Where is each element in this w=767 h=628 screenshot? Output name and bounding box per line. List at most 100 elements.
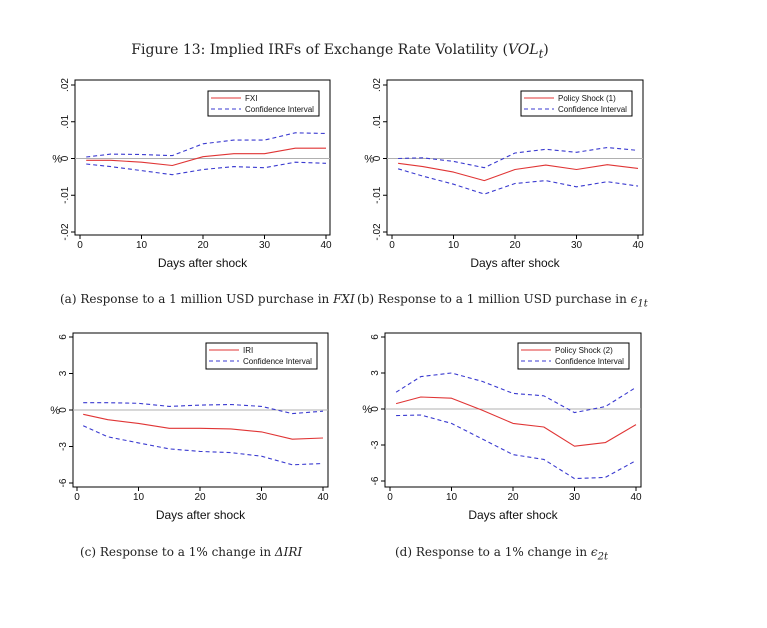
x-tick-label: 30 — [259, 240, 271, 251]
y-tick-label: 3 — [58, 370, 69, 376]
legend-label: Policy Shock (2) — [555, 346, 613, 355]
caption-d: (d) Response to a 1% change in ϵ2t — [395, 545, 608, 562]
x-tick-label: 10 — [136, 240, 148, 251]
caption-subscript: 1t — [637, 298, 648, 310]
legend-label: Confidence Interval — [245, 105, 314, 114]
y-tick-label: .01 — [60, 114, 71, 128]
legend-label: Confidence Interval — [558, 105, 627, 114]
y-tick-label: .02 — [60, 78, 71, 92]
y-tick-label: 0 — [372, 155, 383, 161]
ci-upper-line — [86, 132, 327, 158]
x-tick-label: 40 — [630, 492, 642, 503]
panel-b: 0 10 20 30 40 -.02 -.01 0 .01 .02% Days after shoc… — [364, 78, 644, 270]
y-tick-label: -.02 — [372, 223, 383, 241]
title-variable: VOL — [507, 42, 539, 58]
y-tick-label: -.01 — [60, 186, 71, 204]
title-subscript: t — [538, 46, 544, 61]
x-tick-label: 40 — [320, 240, 332, 251]
irf-line — [83, 413, 324, 440]
y-tick-label: -.02 — [60, 223, 71, 241]
irf-line — [398, 162, 639, 182]
caption-variable: ΔIRI — [274, 545, 303, 559]
ci-upper-line — [398, 146, 639, 169]
legend: Policy Shock (1) Confidence Interval — [520, 90, 633, 117]
caption-variable: ϵ — [630, 292, 638, 306]
ci-lower-line — [86, 161, 327, 176]
y-tick-label: 3 — [370, 370, 381, 376]
y-tick-label: -6 — [370, 476, 381, 485]
caption-a: (a) Response to a 1 million USD purchase… — [60, 292, 355, 306]
legend-label: Policy Shock (1) — [558, 94, 616, 103]
x-tick-label: 0 — [387, 492, 393, 503]
legend-box — [520, 90, 633, 117]
irf-line — [86, 147, 326, 167]
legend-box — [205, 342, 318, 370]
ci-lower-line — [82, 425, 324, 466]
x-axis-label: Days after shock — [470, 256, 560, 270]
caption-text: (b) Response to a 1 million USD purchase… — [357, 292, 631, 306]
panel-c: 0 10 20 30 40 -6 -3 0 3 6% Days after shock IRI Conf… — [50, 332, 329, 522]
x-tick-label: 30 — [256, 492, 268, 503]
legend-box — [517, 342, 630, 370]
ci-upper-line — [83, 402, 324, 415]
y-axis-label: % — [52, 154, 62, 166]
y-axis-label: % — [50, 405, 60, 417]
x-tick-label: 0 — [74, 492, 80, 503]
x-tick-label: 20 — [194, 492, 206, 503]
x-axis-label: Days after shock — [156, 508, 246, 522]
x-tick-label: 10 — [448, 240, 460, 251]
y-tick-label: 6 — [370, 334, 381, 340]
legend-label: IRI — [243, 346, 253, 355]
x-axis-label: Days after shock — [158, 256, 248, 270]
panel-d: 0 10 20 30 40 -6 -3 0 3 6% Days after shock Policy … — [362, 332, 642, 522]
x-tick-label: 0 — [77, 240, 83, 251]
caption-variable: ϵ — [590, 545, 598, 559]
x-tick-label: 20 — [197, 240, 209, 251]
y-tick-label: 0 — [370, 406, 381, 412]
caption-text: (c) Response to a 1% change in — [80, 545, 275, 559]
y-axis-label: % — [364, 154, 374, 166]
caption-text: (d) Response to a 1% change in — [395, 545, 591, 559]
ci-upper-line — [395, 372, 637, 414]
y-tick-label: -6 — [58, 478, 69, 487]
x-tick-label: 20 — [507, 492, 519, 503]
x-tick-label: 10 — [133, 492, 145, 503]
figure-title: Figure 13: Implied IRFs of Exchange Rate… — [0, 42, 680, 61]
title-text: Figure 13: Implied IRFs of Exchange Rate… — [131, 42, 508, 58]
panel-a: 0 10 20 30 40 -.02 -.01 0 .01 .02% Days after shoc… — [52, 78, 332, 270]
legend: Policy Shock (2) Confidence Interval — [517, 342, 630, 370]
x-tick-label: 30 — [571, 240, 583, 251]
x-axis-label: Days after shock — [468, 508, 558, 522]
caption-c: (c) Response to a 1% change in ΔIRI — [80, 545, 302, 559]
legend-box — [207, 90, 320, 117]
y-tick-label: 6 — [58, 334, 69, 340]
x-tick-label: 40 — [317, 492, 329, 503]
y-tick-label: -3 — [370, 440, 381, 449]
y-tick-label: 0 — [58, 407, 69, 413]
y-tick-label: .02 — [372, 78, 383, 92]
legend-label: Confidence Interval — [555, 357, 624, 366]
y-tick-label: 0 — [60, 155, 71, 161]
y-axis-label: % — [362, 404, 372, 416]
legend-label: Confidence Interval — [243, 357, 312, 366]
caption-variable: FXI — [333, 292, 355, 306]
title-suffix: ) — [543, 42, 549, 58]
ci-lower-line — [396, 414, 637, 480]
ci-lower-line — [397, 168, 639, 195]
x-tick-label: 20 — [509, 240, 521, 251]
y-tick-label: .01 — [372, 114, 383, 128]
x-tick-label: 30 — [569, 492, 581, 503]
legend: FXI Confidence Interval — [207, 90, 320, 117]
legend-label: FXI — [245, 94, 257, 103]
y-tick-label: -3 — [58, 442, 69, 451]
caption-b: (b) Response to a 1 million USD purchase… — [357, 292, 648, 309]
y-tick-label: -.01 — [372, 186, 383, 204]
x-tick-label: 40 — [632, 240, 644, 251]
caption-subscript: 2t — [597, 551, 608, 563]
irf-line — [395, 396, 637, 447]
caption-text: (a) Response to a 1 million USD purchase… — [60, 292, 334, 306]
x-tick-label: 0 — [389, 240, 395, 251]
legend: IRI Confidence Interval — [205, 342, 318, 370]
x-tick-label: 10 — [446, 492, 458, 503]
